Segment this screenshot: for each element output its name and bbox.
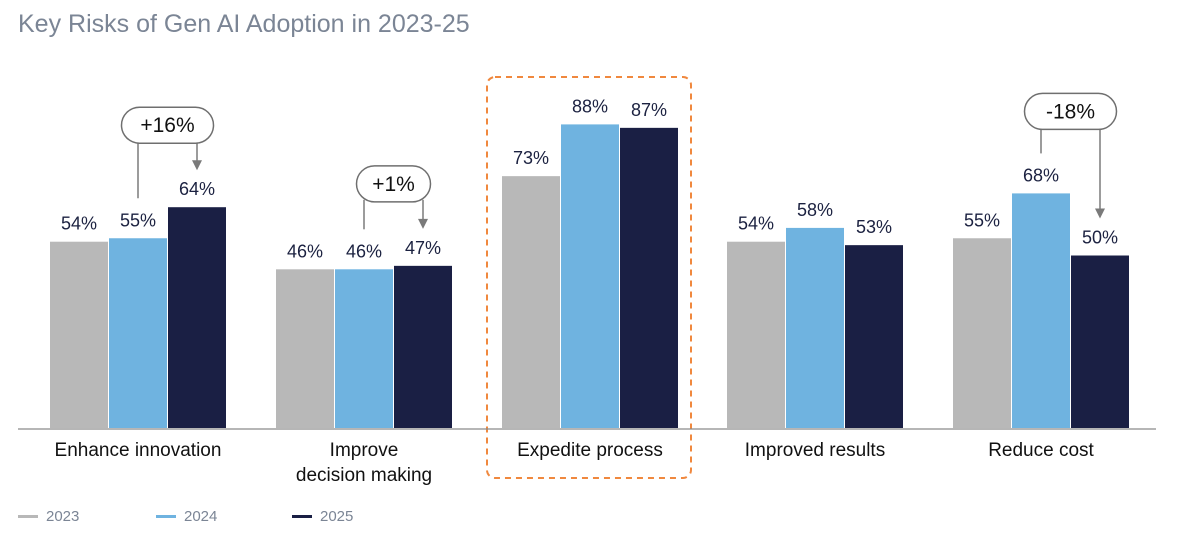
- bar-improved-results-2024: [786, 227, 844, 428]
- category-label-enhance-innovation: Enhance innovation: [55, 440, 222, 461]
- chart-title: Key Risks of Gen AI Adoption in 2023-25: [18, 10, 470, 38]
- bar-improved-results-2025: [845, 245, 903, 428]
- legend-label-2023: 2023: [46, 508, 80, 525]
- bar-value-label-enhance-innovation-2025: 64%: [179, 179, 215, 199]
- bar-improved-results-2023: [727, 241, 785, 428]
- bar-value-label-enhance-innovation-2024: 55%: [120, 210, 156, 230]
- category-label-line: decision making: [296, 465, 432, 486]
- bar-value-label-improved-results-2023: 54%: [738, 214, 774, 234]
- legend: 2023 2024 2025: [0, 508, 1179, 528]
- bar-value-label-expedite-process-2023: 73%: [513, 148, 549, 168]
- legend-label-2024: 2024: [184, 508, 218, 525]
- annotation-text: +16%: [140, 114, 194, 137]
- change-annotation-improve-decision-making: +1%: [355, 165, 432, 230]
- bar-value-label-improved-results-2024: 58%: [797, 200, 833, 220]
- category-label-reduce-cost: Reduce cost: [988, 440, 1094, 461]
- category-label-line: Reduce cost: [988, 440, 1094, 461]
- change-annotation-enhance-innovation: +16%: [120, 106, 215, 199]
- category-label-line: Expedite process: [517, 440, 663, 461]
- bar-value-label-improve-decision-making-2023: 46%: [287, 241, 323, 261]
- bar-improve-decision-making-2025: [394, 265, 452, 428]
- category-label-improve-decision-making: Improve decision making: [296, 440, 432, 486]
- bar-value-label-improve-decision-making-2025: 47%: [405, 238, 441, 258]
- bar-value-label-improve-decision-making-2024: 46%: [346, 241, 382, 261]
- legend-swatch-2024: [156, 515, 176, 518]
- annotation-bubble: [355, 165, 432, 203]
- annotation-text: +1%: [372, 173, 415, 196]
- annotation-arrow-head: [192, 160, 202, 171]
- category-label-line: Improved results: [745, 440, 885, 461]
- bar-value-label-reduce-cost-2024: 68%: [1023, 165, 1059, 185]
- bar-value-label-reduce-cost-2023: 55%: [964, 210, 1000, 230]
- legend-swatch-2025: [292, 515, 312, 518]
- annotation-bubble: [1023, 92, 1118, 131]
- annotation-arrow-head: [418, 218, 428, 229]
- category-label-expedite-process: Expedite process: [517, 440, 663, 461]
- legend-item-2024: 2024: [156, 508, 217, 525]
- legend-item-2025: 2025: [292, 508, 353, 525]
- category-label-line: Enhance innovation: [55, 440, 222, 461]
- category-label-improved-results: Improved results: [745, 440, 885, 461]
- category-label-line: Improve: [330, 440, 399, 461]
- bar-value-label-expedite-process-2024: 88%: [572, 96, 608, 116]
- bar-value-label-expedite-process-2025: 87%: [631, 100, 667, 120]
- bar-reduce-cost-2025: [1071, 255, 1129, 428]
- bar-expedite-process-2024: [561, 124, 619, 429]
- bar-enhance-innovation-2025: [168, 207, 226, 428]
- bar-value-label-reduce-cost-2025: 50%: [1082, 228, 1118, 248]
- legend-swatch-2023: [18, 515, 38, 518]
- annotation-arrow-head: [1095, 208, 1105, 219]
- bar-enhance-innovation-2024: [109, 238, 167, 428]
- annotation-text: -18%: [1046, 100, 1095, 123]
- bar-reduce-cost-2024: [1012, 193, 1070, 428]
- bar-enhance-innovation-2023: [50, 241, 108, 428]
- bar-value-label-improved-results-2025: 53%: [856, 217, 892, 237]
- bar-improve-decision-making-2024: [335, 269, 393, 428]
- bar-expedite-process-2023: [502, 176, 560, 428]
- bar-reduce-cost-2023: [953, 238, 1011, 428]
- bar-expedite-process-2025: [620, 127, 678, 428]
- legend-label-2025: 2025: [320, 508, 354, 525]
- change-annotation-reduce-cost: -18%: [1023, 92, 1118, 219]
- highlight-box: [486, 76, 692, 479]
- bar-value-label-enhance-innovation-2023: 54%: [61, 214, 97, 234]
- annotation-bubble: [120, 106, 215, 144]
- legend-item-2023: 2023: [18, 508, 79, 525]
- bar-improve-decision-making-2023: [276, 269, 334, 428]
